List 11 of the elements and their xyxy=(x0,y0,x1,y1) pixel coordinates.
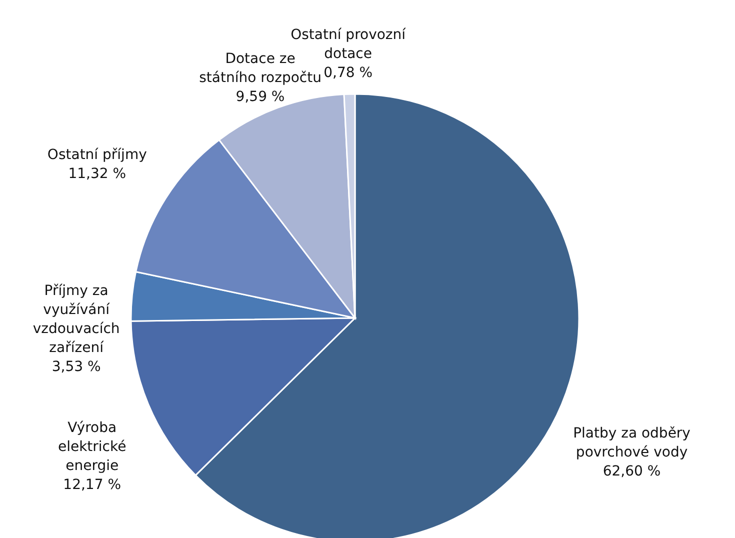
data-label: 11,32 % xyxy=(68,166,126,182)
slice-label: Dotace ze státního rozpočtu xyxy=(199,50,322,86)
slice-label: Výroba elektrické energie xyxy=(58,420,126,474)
data-label: 12,17 % xyxy=(63,477,122,494)
slice-label: Ostatní příjmy xyxy=(47,147,147,164)
slice-label: Platby za odběry povrchové vody xyxy=(573,426,690,461)
data-label: 0,78 % xyxy=(324,65,373,82)
slice-label: Příjmy za využívání vzdouvacích zařízení xyxy=(32,282,120,356)
data-label: 9,59 % xyxy=(236,88,285,105)
data-label: 62,60 % xyxy=(602,464,661,480)
data-label: 3,53 % xyxy=(52,358,101,375)
